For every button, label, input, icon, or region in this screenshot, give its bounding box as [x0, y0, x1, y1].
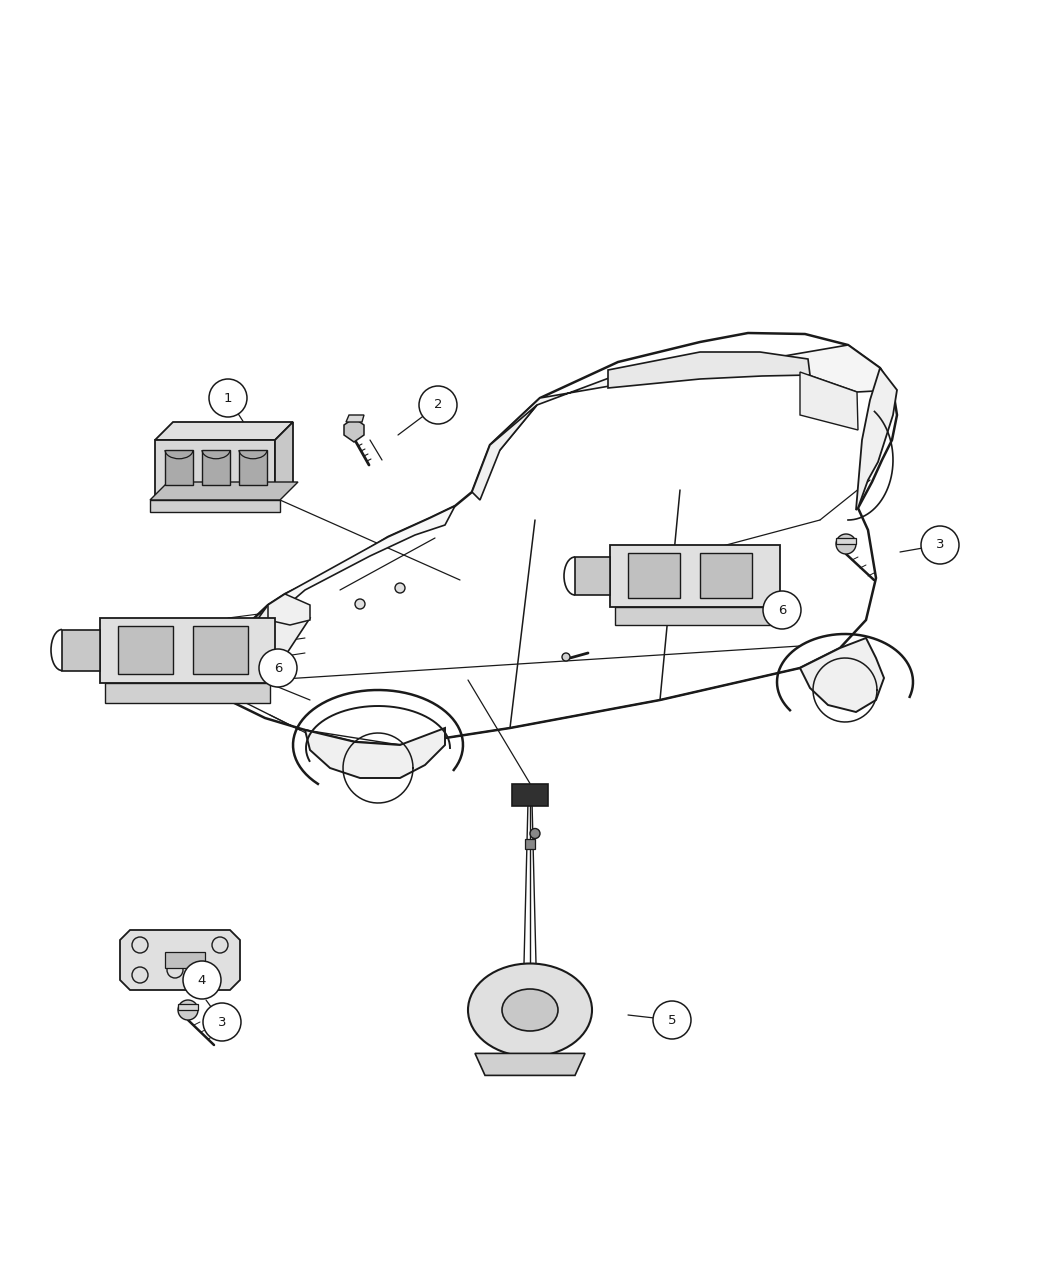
Polygon shape [62, 630, 100, 671]
Polygon shape [260, 506, 455, 638]
Polygon shape [118, 626, 173, 674]
Circle shape [921, 527, 959, 564]
Polygon shape [193, 626, 248, 674]
Polygon shape [165, 450, 193, 484]
Polygon shape [268, 594, 310, 625]
Polygon shape [525, 839, 536, 848]
Polygon shape [202, 450, 230, 484]
Ellipse shape [468, 964, 592, 1057]
Circle shape [763, 592, 801, 629]
Circle shape [653, 1001, 691, 1039]
Polygon shape [178, 1003, 198, 1010]
Circle shape [395, 583, 405, 593]
Circle shape [259, 649, 297, 687]
Polygon shape [155, 422, 293, 440]
Polygon shape [610, 544, 780, 607]
Circle shape [754, 613, 762, 621]
Polygon shape [700, 553, 752, 598]
Circle shape [178, 1000, 198, 1020]
Text: 2: 2 [434, 399, 442, 412]
Text: 4: 4 [197, 974, 206, 987]
Polygon shape [608, 352, 810, 388]
Polygon shape [856, 368, 897, 510]
Text: 3: 3 [217, 1015, 226, 1029]
Text: 3: 3 [936, 538, 944, 552]
Polygon shape [800, 372, 858, 430]
Polygon shape [239, 450, 267, 484]
Polygon shape [222, 606, 310, 682]
Polygon shape [472, 405, 537, 500]
Polygon shape [150, 500, 280, 513]
Polygon shape [105, 683, 270, 703]
Polygon shape [222, 333, 897, 745]
Circle shape [419, 386, 457, 425]
Polygon shape [575, 557, 610, 595]
Circle shape [209, 379, 247, 417]
Polygon shape [165, 952, 205, 968]
Polygon shape [275, 422, 293, 500]
Circle shape [836, 534, 856, 555]
Text: 5: 5 [668, 1014, 676, 1026]
Ellipse shape [502, 989, 558, 1031]
Polygon shape [150, 482, 298, 500]
Polygon shape [490, 346, 892, 450]
Circle shape [355, 599, 365, 609]
Polygon shape [836, 538, 856, 544]
Circle shape [530, 829, 540, 839]
Polygon shape [512, 784, 548, 806]
Circle shape [203, 1003, 242, 1040]
Polygon shape [615, 607, 775, 625]
Text: 6: 6 [274, 662, 282, 674]
Polygon shape [628, 553, 680, 598]
Polygon shape [475, 1053, 585, 1075]
Polygon shape [100, 618, 275, 683]
Circle shape [562, 653, 570, 660]
Polygon shape [155, 440, 275, 500]
Polygon shape [800, 638, 884, 711]
Polygon shape [120, 929, 240, 989]
Polygon shape [346, 414, 364, 422]
Circle shape [183, 961, 220, 1000]
Text: 6: 6 [778, 603, 786, 617]
Polygon shape [304, 728, 445, 778]
Polygon shape [344, 418, 364, 442]
Text: 1: 1 [224, 391, 232, 404]
